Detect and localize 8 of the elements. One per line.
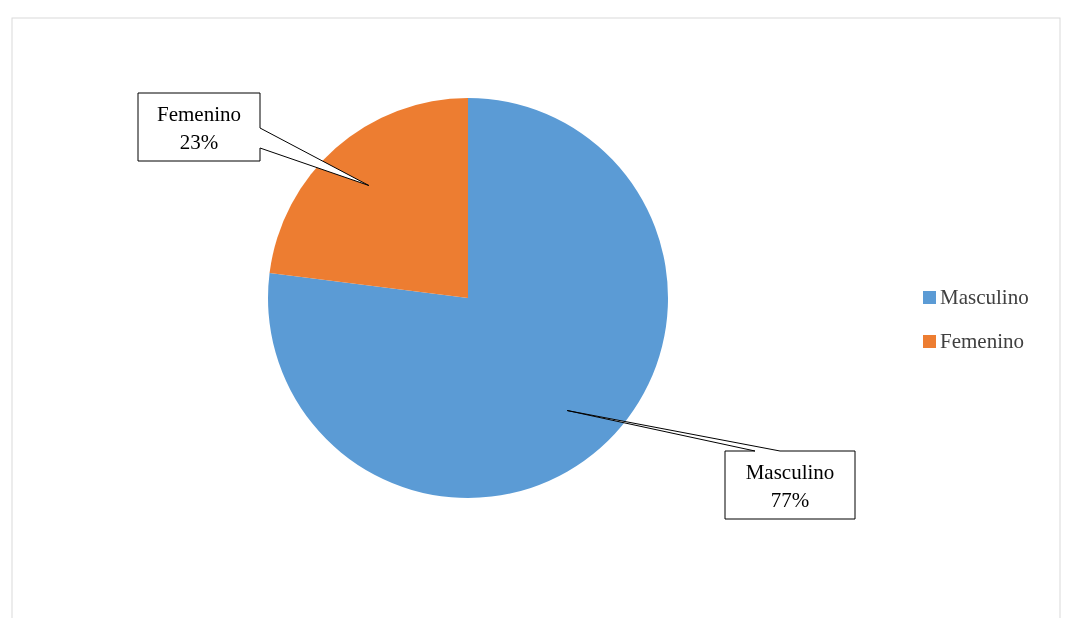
data-label: 77% xyxy=(770,488,810,512)
slice-label: Femenino xyxy=(157,102,241,126)
slice-label: Masculino xyxy=(745,460,835,484)
legend-label: Masculino xyxy=(940,285,1029,309)
legend-label: Femenino xyxy=(940,329,1024,353)
data-label: 23% xyxy=(179,130,219,154)
pie-slice xyxy=(268,98,668,498)
pie-slice xyxy=(269,98,468,298)
